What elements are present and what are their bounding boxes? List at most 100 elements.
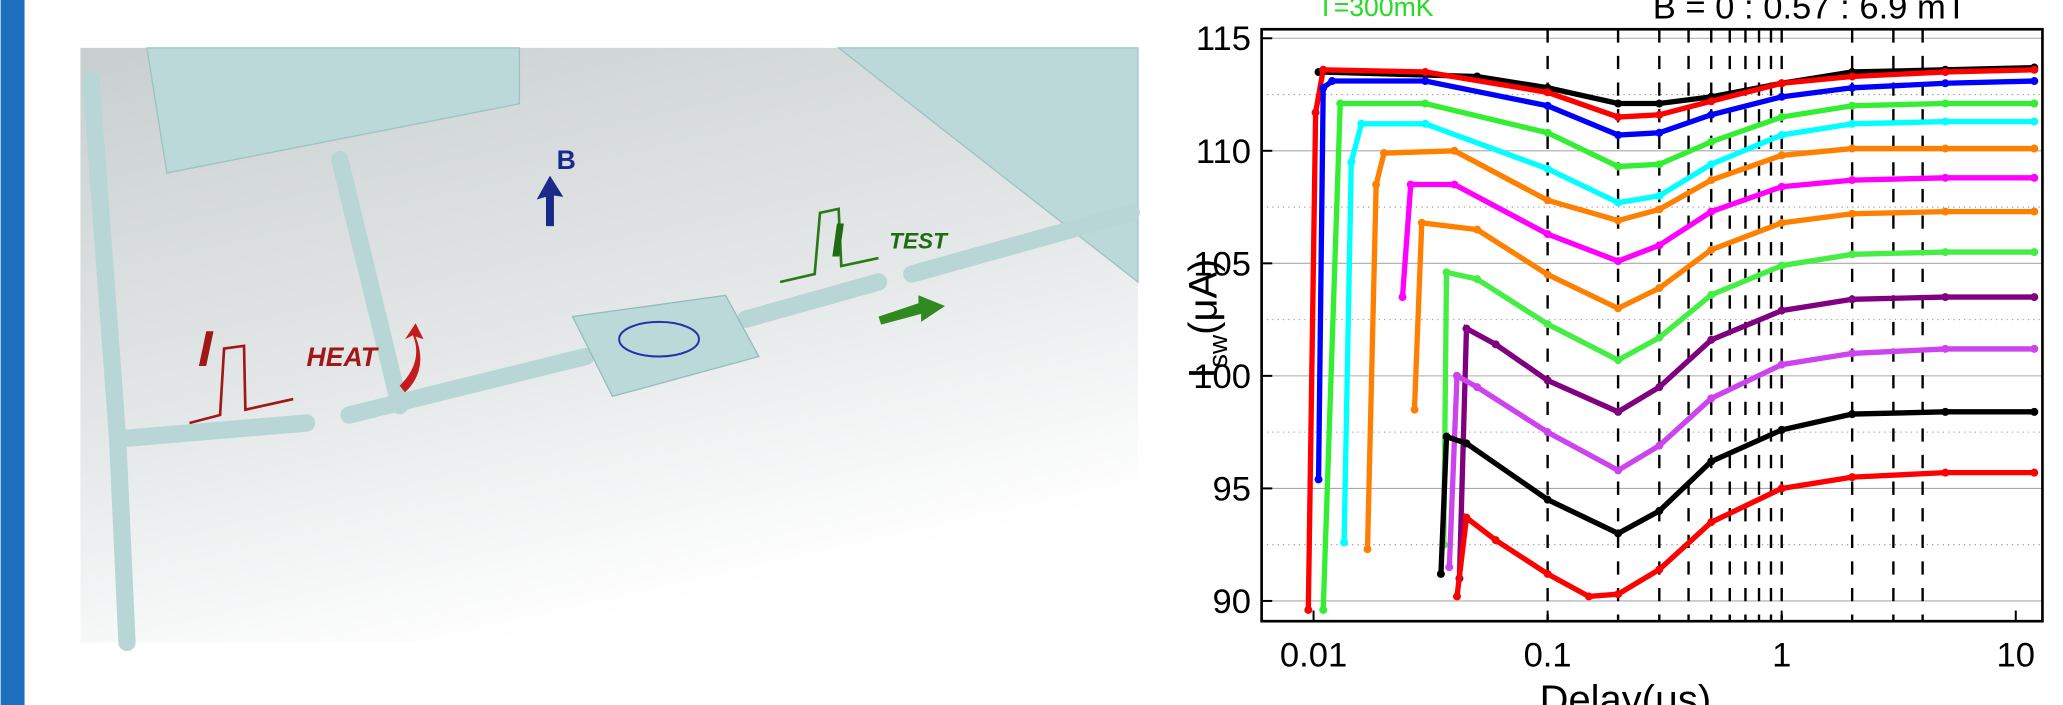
data-point (1655, 160, 1664, 169)
data-point (1655, 99, 1664, 108)
y-tick-label: 115 (1196, 20, 1251, 58)
data-point (2030, 173, 2039, 182)
series-line (1454, 469, 2035, 600)
y-tick-label: 95 (1213, 470, 1251, 508)
data-point (1452, 371, 1461, 380)
x-tick-label: 1 (1772, 636, 1791, 674)
series-line (1411, 208, 2035, 410)
data-point (1941, 79, 1950, 88)
data-point (1655, 128, 1664, 137)
data-point (1304, 605, 1313, 614)
data-point (1328, 77, 1337, 86)
annotation: B = 0 : 0.57 : 6.9 mT (1653, 0, 1967, 27)
series-line (1438, 409, 2035, 575)
data-point (1707, 137, 1716, 146)
data-point (1941, 293, 1950, 302)
x-tick-label: 10 (1997, 636, 2035, 674)
data-point (1543, 569, 1552, 578)
data-point (1319, 83, 1328, 92)
data-point (2030, 144, 2039, 153)
data-point (1363, 545, 1372, 554)
data-point (1707, 97, 1716, 106)
data-point (1445, 563, 1454, 572)
side-bar (0, 0, 25, 705)
series-line (1305, 67, 2035, 610)
data-point (1543, 376, 1552, 385)
heat-pulse (189, 344, 294, 425)
data-point (1410, 405, 1419, 414)
data-point (1941, 344, 1950, 353)
data-point (1848, 349, 1857, 358)
data-point (1436, 569, 1445, 578)
data-point (1848, 119, 1857, 128)
data-point (1655, 383, 1664, 392)
series-line (1318, 64, 2035, 107)
data-point (1941, 407, 1950, 416)
wires (82, 71, 1140, 652)
data-point (1614, 466, 1623, 475)
data-point (1357, 119, 1366, 128)
data-point (1655, 333, 1664, 342)
data-point (1777, 218, 1786, 227)
data-point (1372, 180, 1381, 189)
data-point (1543, 88, 1552, 97)
data-point (1777, 360, 1786, 369)
data-point (1442, 268, 1451, 277)
data-point (1848, 101, 1857, 110)
data-point (1614, 257, 1623, 266)
data-point (1777, 151, 1786, 160)
data-point (1707, 335, 1716, 344)
data-point (1777, 182, 1786, 191)
data-point (1340, 538, 1349, 547)
data-point (1655, 110, 1664, 119)
b-label: B (557, 145, 576, 175)
data-point (1336, 99, 1345, 108)
data-point (1491, 340, 1500, 349)
y-tick-label: 110 (1196, 133, 1251, 171)
data-point (1450, 180, 1459, 189)
data-point (1417, 218, 1426, 227)
data-point (1421, 68, 1430, 77)
data-point (1655, 191, 1664, 200)
heat-arrow (399, 323, 424, 393)
data-point (1655, 441, 1664, 450)
data-point (1614, 198, 1623, 207)
data-point (1941, 468, 1950, 477)
data-point (1452, 592, 1461, 601)
data-point (1543, 101, 1552, 110)
data-point (1848, 83, 1857, 92)
data-point (1543, 495, 1552, 504)
data-point (1543, 428, 1552, 437)
series-line (1341, 118, 2035, 543)
data-point (1848, 295, 1857, 304)
series-line (1446, 346, 2035, 568)
junction-pad (571, 294, 760, 398)
data-point (1473, 225, 1482, 234)
illustration: I HEAT I TEST B (80, 47, 1140, 652)
data-point (1848, 144, 1857, 153)
data-point (1655, 205, 1664, 214)
data-point (1777, 79, 1786, 88)
data-point (2030, 248, 2039, 257)
data-point (1614, 99, 1623, 108)
data-point (1614, 113, 1623, 122)
data-point (2030, 117, 2039, 126)
series-line (1456, 294, 2035, 579)
y-axis-label-part: I (1181, 367, 1225, 378)
data-point (1421, 99, 1430, 108)
data-point (2030, 77, 2039, 86)
vortex (618, 320, 700, 358)
data-point (1941, 68, 1950, 77)
data-point (1707, 110, 1716, 119)
data-point (1941, 117, 1950, 126)
data-point (1655, 284, 1664, 293)
data-point (1347, 158, 1356, 167)
data-point (1543, 270, 1552, 279)
data-point (1707, 518, 1716, 527)
y-axis-label-part: (μA) (1181, 259, 1225, 335)
plot-frame (1260, 27, 2044, 623)
data-point (1380, 149, 1389, 158)
test-pulse (779, 207, 879, 284)
